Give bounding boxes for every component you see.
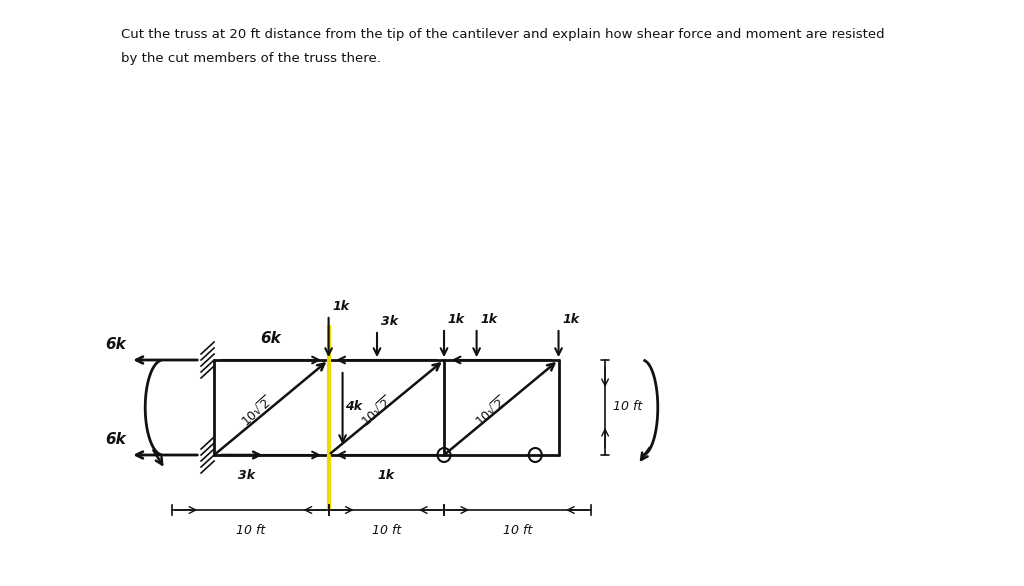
Text: Cut the truss at 20 ft distance from the tip of the cantilever and explain how s: Cut the truss at 20 ft distance from the…	[121, 28, 885, 41]
Text: 4k: 4k	[345, 400, 362, 414]
Text: $10\sqrt{2}$: $10\sqrt{2}$	[358, 394, 396, 430]
Text: 10 ft: 10 ft	[612, 400, 642, 414]
Text: 3k: 3k	[381, 315, 398, 328]
Text: 6k: 6k	[104, 337, 126, 352]
Text: 1k: 1k	[447, 313, 465, 326]
Text: 10 ft: 10 ft	[236, 524, 265, 537]
Text: $10\sqrt{2}$: $10\sqrt{2}$	[239, 394, 275, 430]
Text: 1k: 1k	[333, 300, 349, 313]
Text: 1k: 1k	[562, 313, 580, 326]
Text: by the cut members of the truss there.: by the cut members of the truss there.	[121, 52, 381, 65]
Text: 6k: 6k	[260, 331, 282, 346]
Text: $10\sqrt{2}$: $10\sqrt{2}$	[473, 394, 510, 430]
Text: 10 ft: 10 ft	[372, 524, 401, 537]
Text: 1k: 1k	[378, 469, 395, 482]
Text: 3k: 3k	[239, 469, 255, 482]
Text: 1k: 1k	[480, 313, 498, 326]
Text: 6k: 6k	[104, 432, 126, 447]
Text: 10 ft: 10 ft	[503, 524, 532, 537]
